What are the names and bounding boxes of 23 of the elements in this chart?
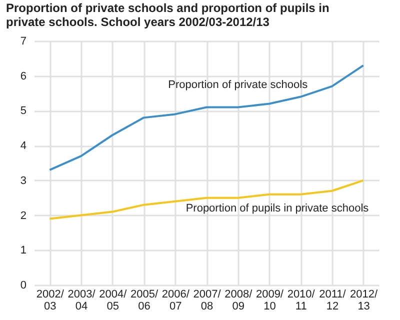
x-tick-label: 2006/07 — [162, 288, 190, 312]
series-label: Proportion of private schools — [168, 79, 308, 92]
x-tick-label: 2007/08 — [193, 288, 222, 312]
x-tick-label: 2003/04 — [68, 288, 96, 312]
y-tick-label: 2 — [20, 210, 26, 222]
x-tick-label: 2012/13 — [350, 288, 379, 312]
y-tick-label: 5 — [20, 105, 26, 118]
x-tick-label: 2005/06 — [130, 288, 159, 312]
x-tick-label: 2008/09 — [224, 288, 254, 312]
y-tick-label: 0 — [20, 280, 26, 292]
x-tick-label: 2011/12 — [319, 288, 347, 312]
y-tick-label: 7 — [20, 36, 26, 48]
x-tick-label: 2002/03 — [36, 288, 65, 312]
chart-title: Proportion of private schools and proportion of pupils in private schools. School years 2002/03-2012/13 — [6, 1, 330, 29]
y-tick-label: 6 — [20, 70, 26, 82]
x-tick-label: 2004/05 — [99, 288, 128, 312]
line-series — [48, 64, 364, 171]
y-tick-label: 1 — [20, 244, 26, 257]
series-label: Proportion of pupils in private schools — [186, 202, 370, 214]
y-tick-label: 4 — [20, 140, 26, 152]
y-tick-label: 3 — [20, 174, 26, 187]
x-tick-label: 2009/10 — [256, 288, 284, 312]
x-tick-label: 2010/11 — [287, 288, 316, 312]
